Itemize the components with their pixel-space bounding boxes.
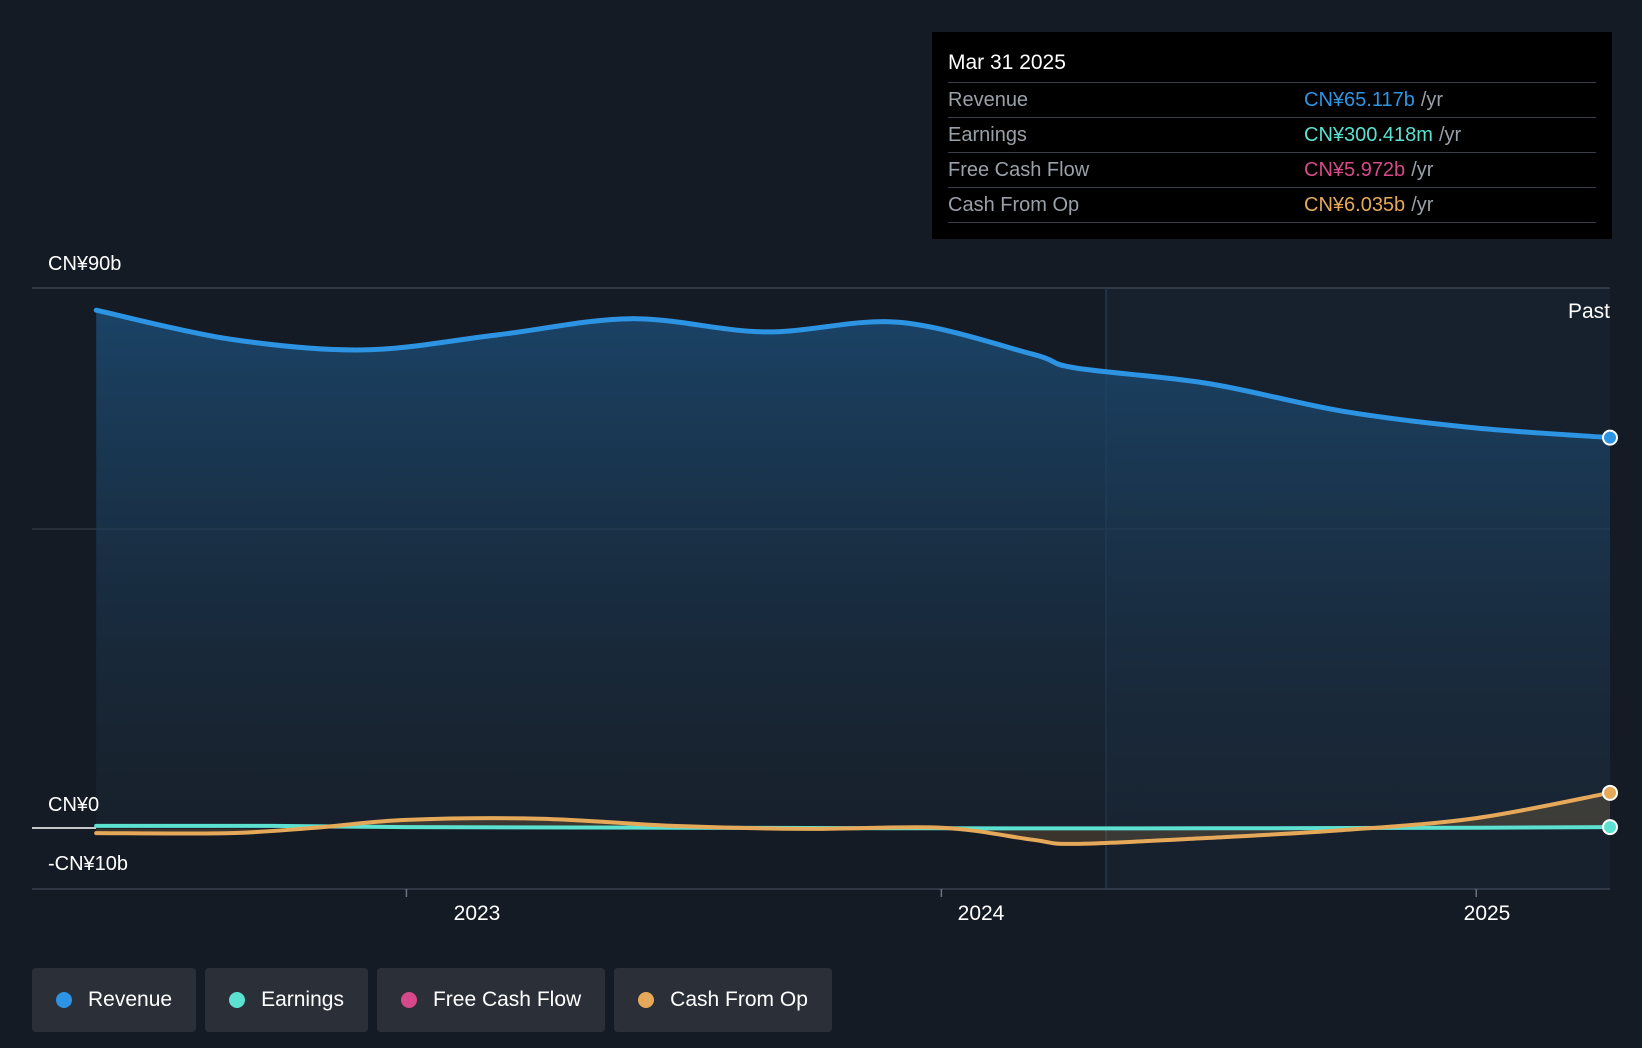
- earnings-end-point: [1602, 819, 1618, 836]
- tooltip-value: CN¥6.035b: [1304, 194, 1406, 216]
- revenue-area: [96, 310, 1611, 829]
- tooltip-panel: Mar 31 2025 Revenue CN¥65.117b /yr Earni…: [932, 32, 1612, 239]
- tooltip-value: CN¥300.418m: [1304, 124, 1433, 146]
- tooltip-value: CN¥5.972b: [1304, 159, 1406, 181]
- x-tick-label-2023: 2023: [453, 902, 501, 925]
- revenue-dot-icon: [56, 992, 72, 1008]
- tooltip-label: Cash From Op: [948, 194, 1080, 216]
- tooltip-unit: /yr: [1411, 159, 1434, 181]
- cash-from-op-area: [96, 792, 1611, 844]
- tooltip-label: Earnings: [948, 124, 1027, 146]
- tooltip-row-free-cash-flow: Free Cash Flow CN¥5.972b /yr: [948, 153, 1596, 188]
- tooltip-unit: /yr: [1411, 194, 1434, 216]
- tooltip-row-revenue: Revenue CN¥65.117b /yr: [948, 83, 1596, 118]
- legend-label: Revenue: [88, 988, 173, 1011]
- past-label: Past: [1567, 300, 1610, 323]
- legend-item-earnings[interactable]: Earnings: [205, 968, 368, 1032]
- legend-item-free-cash-flow[interactable]: Free Cash Flow: [376, 968, 606, 1032]
- tooltip-unit: /yr: [1438, 124, 1462, 146]
- y-tick-label-top: CN¥90b: [48, 253, 122, 275]
- x-tick-label-2024: 2024: [957, 902, 1005, 925]
- legend-item-cash-from-op[interactable]: Cash From Op: [614, 968, 832, 1032]
- tooltip-label: Free Cash Flow: [948, 159, 1090, 181]
- tooltip-value: CN¥65.117b: [1304, 89, 1415, 111]
- legend-label: Cash From Op: [670, 988, 808, 1011]
- free-cash-flow-dot-icon: [400, 992, 417, 1008]
- legend-item-revenue[interactable]: Revenue: [32, 968, 197, 1032]
- revenue-end-point: [1602, 429, 1618, 446]
- tooltip-row-earnings: Earnings CN¥300.418m /yr: [948, 118, 1596, 153]
- cash-from-op-end-point: [1602, 784, 1618, 801]
- legend-label: Free Cash Flow: [432, 988, 582, 1011]
- cash-from-op-dot-icon: [638, 992, 655, 1008]
- cash-from-op-line: [94, 790, 1612, 846]
- legend-label: Earnings: [261, 988, 344, 1011]
- x-tick-label-2025: 2025: [1463, 902, 1511, 925]
- y-tick-label-bottom: -CN¥10b: [48, 853, 129, 875]
- tooltip-unit: /yr: [1420, 89, 1444, 111]
- legend: Revenue Earnings Free Cash Flow Cash Fro…: [32, 968, 832, 1032]
- y-tick-label-zero: CN¥0: [48, 794, 100, 816]
- earnings-dot-icon: [229, 992, 246, 1008]
- tooltip-date: Mar 31 2025: [948, 48, 1596, 83]
- revenue-line: [93, 307, 1613, 441]
- tooltip-label: Revenue: [948, 89, 1029, 111]
- tooltip-row-cash-from-op: Cash From Op CN¥6.035b /yr: [948, 188, 1596, 223]
